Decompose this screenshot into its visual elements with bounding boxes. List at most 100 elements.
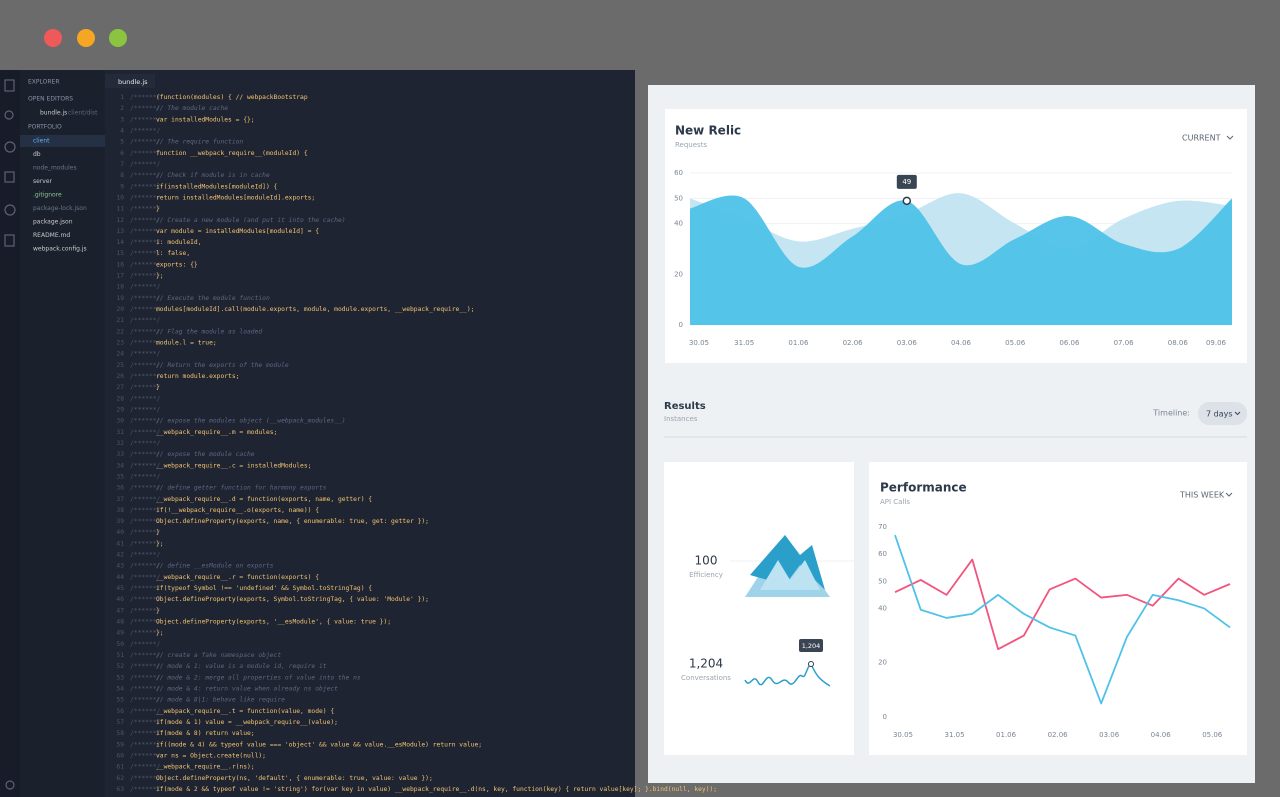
x-tick-label: 08.06 [1168, 339, 1189, 347]
files-icon[interactable] [4, 79, 15, 92]
x-tick-label: 04.06 [1151, 731, 1172, 739]
timeline-value[interactable]: 7 days [1206, 410, 1233, 419]
line-number: 49 [116, 630, 124, 637]
timeline-select[interactable] [1198, 402, 1247, 425]
gutter-prefix: /******/ [130, 161, 161, 168]
maximize-button[interactable] [109, 29, 127, 47]
gutter-prefix: /******/ [130, 94, 161, 101]
gutter-prefix: /******/ [130, 540, 161, 547]
code-line: // mode & 8|1: behave like require [156, 697, 285, 704]
run-icon[interactable] [4, 204, 16, 216]
gutter-prefix: /******/ [130, 317, 161, 324]
code-line: }; [156, 630, 164, 637]
mountain-icon [745, 535, 830, 597]
section[interactable]: OPEN EDITORS [28, 96, 73, 103]
line-number: 37 [116, 496, 124, 503]
line-number: 34 [116, 462, 124, 469]
code-line: // Return the exports of the module [156, 361, 289, 369]
line-number: 33 [116, 451, 124, 458]
x-tick-label: 04.06 [951, 339, 972, 347]
line-number: 16 [116, 261, 124, 268]
gutter-prefix: /******/ [130, 194, 161, 201]
x-tick-label: 03.06 [897, 339, 918, 347]
file-item[interactable]: package.json [33, 219, 73, 226]
line-number: 15 [116, 250, 124, 257]
tooltip [799, 639, 823, 652]
line-chart: 0 20 40 50 60 70 30.05 31.05 01.06 02.06 03.06 04.0… [878, 523, 1231, 739]
code-line: return module.exports; [156, 373, 239, 380]
code-line: // mode & 2: merge all properties of val… [156, 673, 361, 681]
line-number: 29 [116, 406, 124, 413]
close-button[interactable] [44, 29, 62, 47]
search-icon[interactable] [4, 110, 14, 120]
code-line: // mode & 1: value is a module id, requi… [156, 662, 327, 670]
gutter-prefix: /******/ [130, 418, 161, 425]
gutter-prefix: /******/ [130, 719, 161, 726]
line-number: 21 [116, 317, 124, 324]
settings-icon[interactable] [5, 780, 15, 790]
chevron [1234, 411, 1241, 416]
gutter-prefix: /******/ [130, 105, 161, 112]
activity-bar [0, 70, 20, 797]
code-line: }; [156, 540, 164, 547]
file-item[interactable]: node_modules [33, 165, 77, 172]
gutter-prefix: /******/ [130, 529, 161, 536]
line-number: 19 [116, 295, 124, 302]
file-item[interactable]: .gitignore [33, 192, 62, 199]
tab[interactable] [105, 74, 155, 88]
code-line: Object.defineProperty(exports, name, { e… [156, 518, 429, 525]
gutter-prefix: /******/ [130, 206, 161, 213]
file-item[interactable]: webpack.config.js [33, 246, 87, 253]
code-line: Object.defineProperty(exports, '__esModu… [156, 619, 391, 626]
frame-edge [1255, 85, 1280, 797]
open-file[interactable]: bundle.js [40, 110, 67, 117]
gutter-prefix: /******/ [130, 440, 161, 447]
git-icon[interactable] [4, 141, 16, 153]
line-number: 35 [116, 473, 124, 480]
gutter-prefix: /******/ [130, 652, 161, 659]
file-item[interactable]: server [33, 178, 53, 185]
code-line: // define __esModule on exports [156, 562, 274, 570]
code-line: // create a fake namespace object [156, 651, 281, 659]
line-number: 59 [116, 741, 124, 748]
line-number: 41 [116, 540, 124, 547]
line-number: 62 [116, 775, 124, 782]
ext-icon[interactable] [4, 234, 15, 247]
gutter-prefix: /******/ [130, 496, 161, 503]
y-tick-label: 0 [883, 713, 887, 721]
minimize-button[interactable] [77, 29, 95, 47]
dropdown[interactable]: THIS WEEK [1179, 491, 1225, 500]
code-line: var installedModules = {}; [156, 116, 255, 123]
activity-icons [4, 79, 16, 790]
x-tick-label: 07.06 [1114, 339, 1135, 347]
tooltip [896, 174, 917, 189]
gutter-prefix: /******/ [130, 250, 161, 257]
dropdown[interactable]: CURRENT [1182, 134, 1221, 143]
section[interactable]: PORTFOLIO [28, 124, 62, 131]
file-item[interactable]: client [33, 138, 50, 145]
line-number: 30 [116, 418, 124, 425]
line-number: 54 [116, 685, 124, 692]
file-item[interactable]: package-lock.json [33, 205, 87, 212]
line-number: 22 [116, 328, 124, 335]
code-line: } [156, 384, 160, 391]
tab-label[interactable]: bundle.js [118, 78, 148, 86]
code-line: if(mode & 1) value = __webpack_require__… [156, 719, 338, 726]
open-file-path: client/dist [68, 110, 98, 117]
file-item[interactable]: README.md [33, 232, 70, 239]
gutter-prefix: /******/ [130, 340, 161, 347]
line-number: 26 [116, 373, 124, 380]
file-item[interactable]: db [33, 151, 41, 158]
gutter-prefix: /******/ [130, 685, 161, 692]
gutter-prefix: /******/ [130, 741, 161, 748]
sidebar-texts: EXPLORER OPEN EDITORS bundle.js client/d… [28, 78, 148, 131]
debug-icon[interactable] [4, 171, 15, 183]
gutter-prefix: /******/ [130, 306, 161, 313]
code-line: // Execute the module function [156, 294, 270, 302]
gutter-prefix: /******/ [130, 373, 161, 380]
chevron [1225, 492, 1233, 497]
editor [0, 70, 635, 797]
y-tick-label: 70 [878, 523, 887, 531]
code-line: // Check if module is in cache [156, 172, 270, 179]
